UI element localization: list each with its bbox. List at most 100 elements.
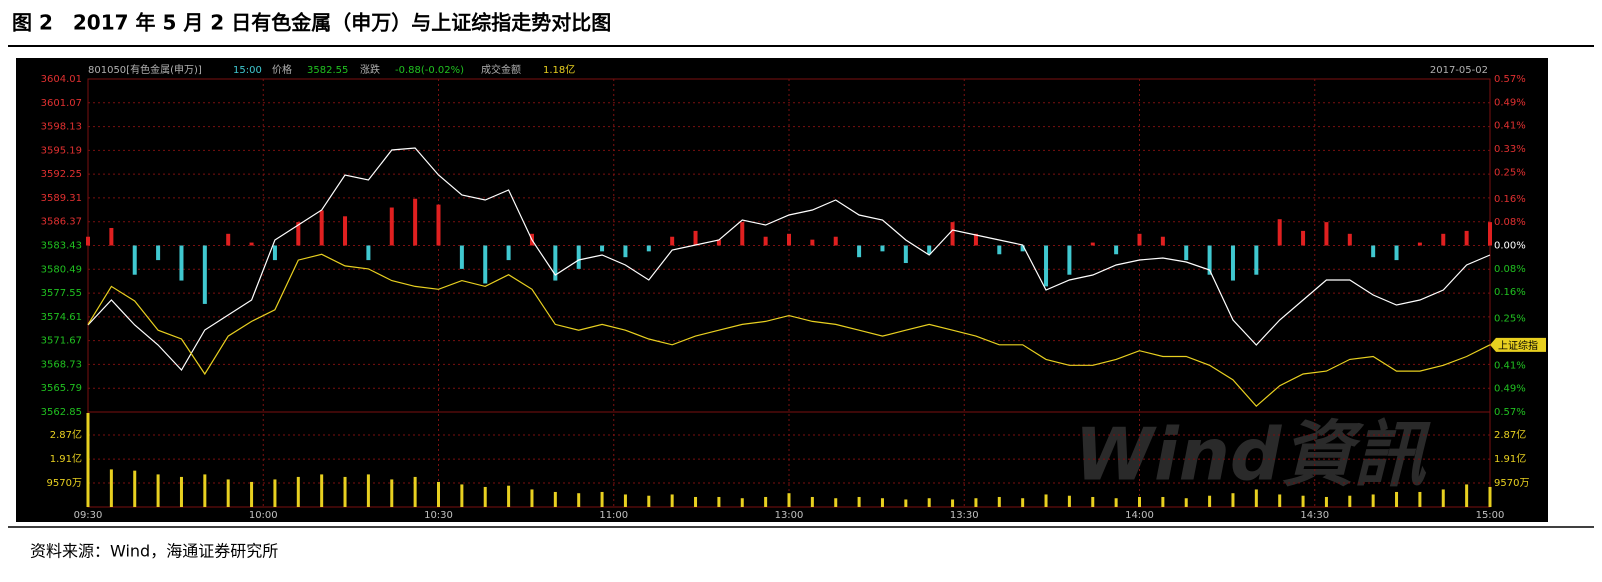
x-tick-label: 10:30 [424, 510, 453, 521]
volume-bar [320, 474, 324, 507]
volume-bar [787, 493, 791, 507]
volume-bar [437, 481, 440, 507]
change-bar [1020, 245, 1025, 252]
volume-bar [857, 496, 861, 507]
y2-tick-label: 0.33% [1494, 144, 1526, 155]
change-bar [459, 245, 464, 269]
volume-bar [1278, 494, 1282, 507]
change-bar [1464, 230, 1469, 246]
volume-bar [507, 485, 511, 507]
change-bar [857, 245, 862, 258]
volume-bar [834, 498, 838, 507]
x-tick-label: 13:00 [775, 510, 804, 521]
y-tick-label: 3595.19 [41, 145, 82, 156]
header-time: 15:00 [233, 65, 262, 76]
change-bar [997, 245, 1002, 255]
change-bar [413, 198, 418, 246]
change-bar [1254, 245, 1259, 275]
y2-tick-label: 0.25% [1494, 314, 1526, 325]
y-tick-label: 3577.55 [41, 288, 82, 299]
volume-bar [273, 479, 277, 507]
watermark: Wind資訊 [1075, 413, 1432, 497]
source-note: 资料来源：Wind，海通证券研究所 [30, 542, 278, 561]
y2-tick-label: 0.57% [1494, 407, 1526, 418]
change-bar [740, 222, 745, 246]
legend-tag [1490, 337, 1546, 352]
change-bar [810, 239, 815, 246]
volume-bar [203, 474, 207, 507]
volume-bar [1301, 495, 1305, 507]
header-change-label: 涨跌 [360, 63, 380, 76]
y2-tick-label: 0.08% [1494, 217, 1526, 228]
volume-bar [133, 470, 137, 507]
change-bar [763, 236, 768, 246]
y2-tick-label: 0.00% [1494, 241, 1526, 252]
change-bar [553, 245, 558, 281]
volume-bar [1161, 496, 1165, 507]
volume-bar [1395, 491, 1399, 507]
volume-bar [109, 469, 113, 507]
change-bar [1090, 242, 1095, 246]
change-bar [506, 245, 511, 261]
volume-bar [413, 476, 417, 507]
volume-bar [1418, 491, 1422, 507]
chart-background [16, 58, 1548, 522]
volume-bar [296, 476, 300, 507]
change-bar [1184, 245, 1189, 261]
change-bar [389, 207, 394, 246]
volume-bar [179, 476, 183, 507]
volume-bar [460, 484, 464, 507]
volume-bar [1254, 489, 1258, 507]
change-bar [1044, 245, 1049, 287]
y-tick-label: 3604.01 [41, 74, 82, 85]
volume-bar [343, 476, 347, 507]
volume-bar [1091, 496, 1095, 507]
change-bar [156, 245, 161, 261]
volume-bar [670, 494, 674, 507]
change-bar [950, 222, 955, 246]
change-bar [296, 222, 301, 246]
change-bar [86, 236, 90, 246]
header-amount-label: 成交金额 [481, 63, 521, 76]
change-bar [1277, 219, 1282, 246]
y-tick-label: 3571.67 [41, 336, 82, 347]
change-bar [670, 236, 675, 246]
change-bar [880, 245, 885, 252]
volume-tick-label: 2.87亿 [50, 428, 82, 441]
volume-bar [1021, 498, 1025, 507]
volume-bar [1348, 495, 1352, 507]
volume-bar [1441, 489, 1445, 507]
volume-tick-label-right: 2.87亿 [1494, 428, 1526, 441]
change-bar [1067, 245, 1072, 275]
x-tick-label: 14:30 [1300, 510, 1329, 521]
change-bar [1301, 230, 1306, 246]
volume-bar [810, 496, 814, 507]
y-tick-label: 3565.79 [41, 383, 82, 394]
change-bar [109, 227, 114, 246]
change-bar [623, 245, 628, 258]
x-tick-label: 14:00 [1125, 510, 1154, 521]
header-price-label: 价格 [272, 63, 292, 76]
series-line [87, 253, 1491, 408]
y-tick-label: 3592.25 [41, 169, 82, 180]
volume-bar [1208, 495, 1212, 507]
volume-bar [1114, 498, 1118, 507]
y-tick-label: 3568.73 [41, 359, 82, 370]
volume-bar [717, 496, 721, 507]
volume-bar [623, 494, 627, 507]
change-bar [1394, 245, 1399, 261]
y-tick-label: 3586.37 [41, 217, 82, 228]
y2-tick-label: 0.49% [1494, 384, 1526, 395]
volume-bar [226, 479, 230, 507]
volume-bar [927, 498, 931, 507]
volume-bar [366, 474, 370, 507]
y-tick-label: 3580.49 [41, 264, 82, 275]
volume-bar [156, 474, 160, 507]
volume-bar [1465, 484, 1469, 507]
change-bar [833, 236, 838, 246]
volume-bar [250, 481, 254, 507]
volume-bar [694, 496, 698, 507]
legend-label: 上证综指 [1498, 339, 1538, 352]
series-line [87, 147, 1491, 371]
volume-bar [764, 496, 768, 507]
